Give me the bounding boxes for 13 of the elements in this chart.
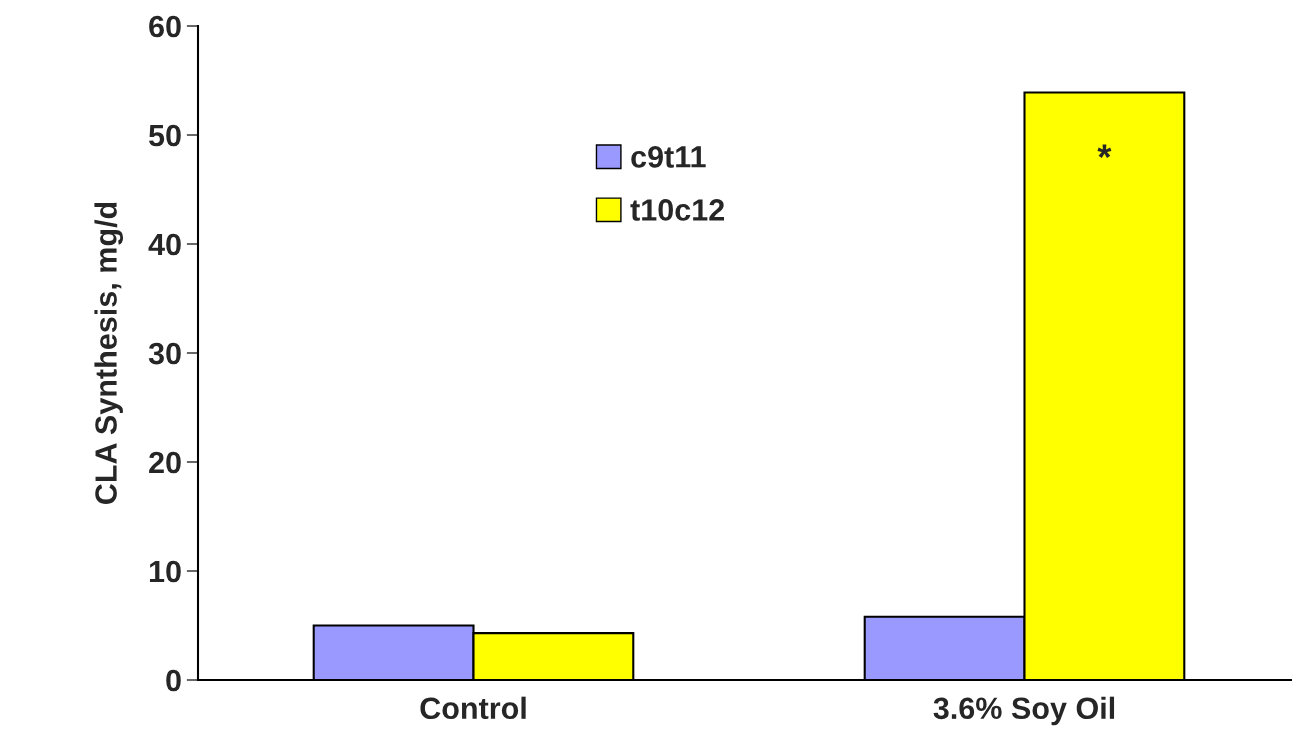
- y-tick-label: 0: [166, 669, 181, 692]
- y-tick-label: 10: [149, 560, 181, 583]
- x-tick-label: Control: [420, 696, 526, 720]
- x-tick-label: 3.6% Soy Oil: [933, 696, 1115, 726]
- y-axis-title: CLA Synthesis, mg/d: [94, 202, 124, 504]
- y-tick-label: 30: [148, 342, 181, 365]
- y-tick-label: 60: [149, 15, 181, 38]
- y-tick-label: 20: [149, 451, 181, 474]
- y-tick-label: 50: [148, 124, 181, 147]
- legend-label: c9t11: [631, 146, 706, 168]
- legend-label: t10c12: [630, 199, 724, 221]
- annotation: *: [1097, 144, 1112, 158]
- y-tick-label: 40: [148, 233, 181, 256]
